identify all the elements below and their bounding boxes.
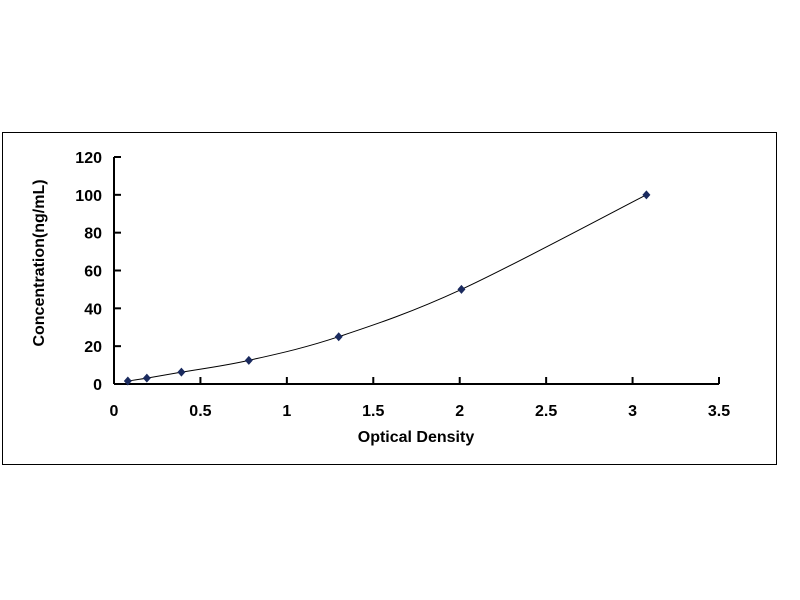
data-point — [642, 190, 651, 200]
x-tick-label: 0.5 — [189, 403, 211, 420]
data-point — [457, 284, 466, 294]
chart-frame — [2, 132, 777, 465]
x-tick-label: 2.5 — [535, 403, 557, 420]
x-tick-label: 3 — [628, 403, 637, 420]
data-point — [177, 367, 186, 377]
y-axis-label: Concentration(ng/mL) — [31, 179, 48, 346]
y-tick-label: 20 — [84, 339, 102, 356]
y-tick-label: 120 — [75, 150, 102, 167]
data-point — [334, 332, 343, 342]
trend-curve — [127, 194, 647, 382]
x-tick-label: 2 — [455, 403, 464, 420]
y-tick-label: 80 — [84, 226, 102, 243]
y-tick-label: 60 — [84, 264, 102, 281]
data-point — [142, 373, 151, 383]
x-tick-label: 3.5 — [708, 403, 730, 420]
y-tick-label: 0 — [93, 377, 102, 394]
x-tick-label: 0 — [110, 403, 119, 420]
y-tick-label: 40 — [84, 301, 102, 318]
data-point — [244, 355, 253, 365]
data-point — [123, 376, 132, 386]
x-tick-label: 1.5 — [362, 403, 384, 420]
x-axis-label: Optical Density — [358, 429, 475, 446]
x-tick-label: 1 — [282, 403, 291, 420]
y-tick-label: 100 — [75, 188, 102, 205]
